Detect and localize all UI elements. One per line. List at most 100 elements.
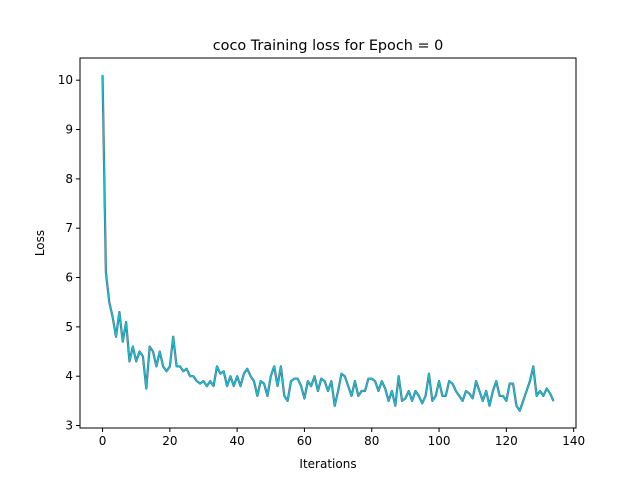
- data-point: [149, 346, 151, 348]
- data-point: [532, 365, 534, 367]
- data-point: [485, 390, 487, 392]
- data-point: [361, 390, 363, 392]
- data-point: [236, 375, 238, 377]
- data-point: [468, 392, 470, 395]
- data-point: [505, 400, 507, 402]
- data-point: [455, 390, 457, 392]
- data-point: [273, 365, 275, 367]
- data-point: [108, 301, 110, 303]
- data-point: [105, 272, 107, 274]
- data-point: [206, 385, 208, 387]
- y-tick-label: 7: [65, 221, 73, 235]
- data-point: [448, 380, 450, 382]
- x-tick-label: 120: [495, 434, 518, 448]
- data-point: [337, 390, 339, 392]
- data-point: [371, 378, 373, 380]
- data-point: [354, 380, 356, 382]
- data-point: [488, 405, 491, 407]
- data-point: [192, 375, 194, 377]
- data-point: [462, 400, 464, 402]
- data-point: [344, 375, 346, 377]
- data-point: [303, 397, 306, 399]
- data-point: [539, 390, 541, 392]
- data-point: [115, 336, 117, 338]
- data-point: [458, 395, 460, 397]
- data-point: [445, 395, 447, 397]
- data-point: [515, 405, 518, 407]
- data-point: [492, 390, 494, 392]
- data-point: [414, 390, 417, 392]
- data-point: [465, 390, 467, 392]
- data-point: [334, 405, 336, 407]
- data-point: [169, 365, 171, 367]
- data-point: [239, 385, 242, 387]
- x-tick-label: 100: [428, 434, 451, 448]
- data-point: [310, 385, 312, 387]
- data-point: [293, 378, 295, 380]
- data-point: [347, 385, 349, 387]
- data-point: [135, 360, 137, 362]
- data-point: [280, 365, 282, 367]
- data-point: [263, 383, 265, 385]
- data-point: [307, 380, 309, 382]
- data-point: [435, 395, 437, 397]
- y-tick-label: 6: [65, 271, 73, 285]
- data-point: [125, 321, 127, 323]
- data-point: [519, 410, 521, 412]
- data-point: [317, 390, 319, 392]
- data-point: [118, 311, 120, 313]
- data-point: [418, 395, 420, 397]
- x-axis-label: Iterations: [299, 457, 356, 471]
- data-point: [297, 378, 299, 380]
- x-tick-label: 20: [162, 434, 177, 448]
- data-point: [172, 336, 174, 338]
- data-point: [165, 370, 168, 372]
- data-point: [175, 365, 178, 367]
- data-point: [219, 373, 221, 375]
- y-tick-label: 4: [65, 369, 73, 383]
- data-point: [421, 402, 423, 404]
- data-point: [212, 385, 215, 387]
- data-point: [209, 380, 211, 382]
- data-point: [101, 74, 104, 76]
- data-point: [472, 397, 474, 399]
- y-ticks: 3 4 5 6 7 8 9 10: [58, 73, 80, 433]
- data-point: [424, 395, 427, 397]
- y-axis-label: Loss: [33, 230, 47, 256]
- x-tick-label: 0: [99, 434, 107, 448]
- y-tick-label: 5: [65, 320, 73, 334]
- chart-title: coco Training loss for Epoch = 0: [213, 38, 444, 54]
- y-tick-label: 9: [65, 123, 73, 137]
- data-point: [478, 390, 481, 392]
- data-point: [340, 373, 343, 375]
- data-point: [441, 395, 444, 397]
- data-point: [138, 350, 141, 353]
- data-point: [367, 378, 369, 380]
- data-point: [260, 380, 262, 382]
- data-point: [216, 365, 218, 367]
- data-point: [287, 400, 289, 402]
- data-point: [549, 392, 551, 395]
- data-point: [162, 365, 164, 367]
- data-point: [270, 375, 272, 377]
- data-point: [189, 375, 191, 377]
- data-point: [186, 368, 188, 370]
- data-point: [300, 385, 302, 387]
- data-point: [313, 375, 316, 377]
- data-point: [401, 400, 403, 402]
- data-point: [398, 375, 400, 377]
- data-point: [546, 387, 548, 390]
- data-point: [384, 387, 386, 390]
- data-point: [253, 380, 255, 382]
- data-point: [145, 387, 147, 390]
- axes-frame: [79, 57, 577, 429]
- data-point: [122, 341, 124, 343]
- data-point: [142, 355, 144, 358]
- data-point: [542, 395, 544, 397]
- data-point: [438, 380, 440, 382]
- data-point: [199, 383, 201, 385]
- y-tick-label: 10: [58, 73, 73, 87]
- y-tick-label: 3: [65, 419, 73, 433]
- data-point: [320, 378, 322, 380]
